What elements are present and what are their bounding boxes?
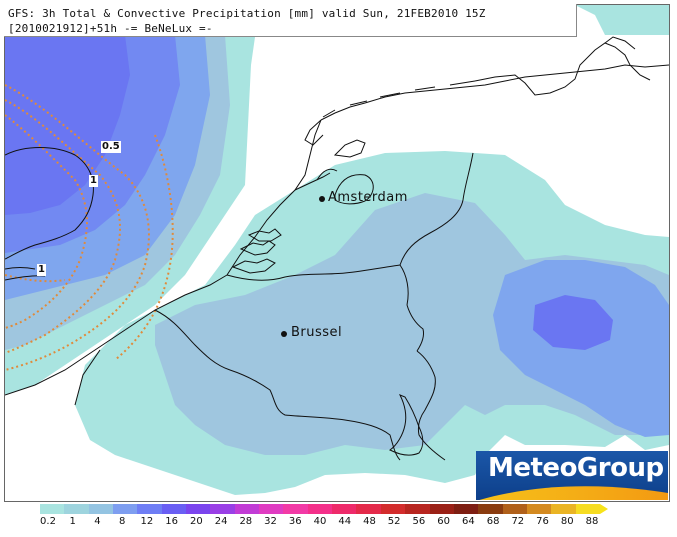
legend-swatch xyxy=(210,504,235,514)
legend-label: 60 xyxy=(437,516,450,527)
map-panel: Amsterdam Brussel 0.5 1 1 xyxy=(4,4,670,502)
legend-swatch xyxy=(405,504,430,514)
legend-swatch xyxy=(356,504,381,514)
map-header: GFS: 3h Total & Convective Precipitation… xyxy=(4,4,577,37)
logo-text: MeteoGroup xyxy=(488,453,664,483)
amsterdam-marker xyxy=(319,196,325,202)
legend-swatch xyxy=(429,504,454,514)
precipitation-legend-bar xyxy=(40,504,600,514)
brussel-marker xyxy=(281,331,287,337)
legend-label: 24 xyxy=(214,516,228,527)
legend-swatch xyxy=(551,504,576,514)
legend-label: 12 xyxy=(140,516,154,527)
legend-label: 56 xyxy=(412,516,426,527)
legend-label: 28 xyxy=(239,516,253,527)
legend-label: 64 xyxy=(461,516,475,527)
precip-area-8-east xyxy=(533,295,613,350)
precipitation-map xyxy=(5,5,669,495)
legend-label: 20 xyxy=(189,516,203,527)
legend-swatch xyxy=(88,504,114,514)
legend-label: 44 xyxy=(338,516,352,527)
logo-swoosh-icon xyxy=(479,486,668,500)
convective-contours xyxy=(5,84,174,371)
legend-label: 36 xyxy=(288,516,302,527)
legend-label: 16 xyxy=(165,516,178,527)
legend-swatch xyxy=(453,504,479,514)
legend-swatch xyxy=(478,504,503,514)
legend-swatch xyxy=(259,504,284,514)
legend-label: 32 xyxy=(264,516,277,527)
precip-area-8 xyxy=(5,35,130,215)
contour-label-1-b: 1 xyxy=(37,264,46,276)
meteogroup-logo: MeteoGroup xyxy=(476,451,668,500)
legend-swatch xyxy=(502,504,527,514)
precipitation-legend-labels: 0.2 1 4 8 12 16 20 24 28 32 36 40 44 48 52 56 60 64 68 72 76… xyxy=(40,516,600,528)
contour-label-0-5: 0.5 xyxy=(101,141,121,153)
legend-swatch xyxy=(307,504,333,514)
legend-label: 52 xyxy=(387,516,401,527)
legend-swatch xyxy=(380,504,406,514)
legend-label: 76 xyxy=(536,516,549,527)
legend-swatch xyxy=(113,504,138,514)
precip-area-1 xyxy=(155,193,669,455)
legend-label: 68 xyxy=(486,516,500,527)
legend-swatch xyxy=(332,504,357,514)
legend-swatch xyxy=(161,504,187,514)
legend-swatch xyxy=(575,504,600,514)
legend-label: 72 xyxy=(511,516,525,527)
contour-label-1-a: 1 xyxy=(89,175,98,187)
city-label-amsterdam: Amsterdam xyxy=(328,190,408,205)
legend-swatch xyxy=(283,504,308,514)
legend-swatch xyxy=(186,504,211,514)
map-title: GFS: 3h Total & Convective Precipitation… xyxy=(8,7,486,20)
legend-swatch xyxy=(137,504,162,514)
coastlines-and-borders xyxy=(5,36,669,461)
legend-label: 1 xyxy=(69,516,76,527)
legend-swatch xyxy=(64,504,89,514)
legend-label: 80 xyxy=(560,516,574,527)
legend-label: 88 xyxy=(585,516,599,527)
map-subtitle: [2010021912]+51h -= BeNeLux =- xyxy=(8,22,213,35)
legend-swatch xyxy=(40,504,65,514)
legend-arrow-icon xyxy=(600,504,608,514)
legend-swatch xyxy=(526,504,552,514)
legend-label: 0.2 xyxy=(40,516,56,527)
legend-swatch xyxy=(234,504,260,514)
legend-label: 8 xyxy=(118,516,126,527)
legend-label: 4 xyxy=(94,516,101,527)
city-label-brussel: Brussel xyxy=(291,325,343,340)
legend-label: 40 xyxy=(313,516,327,527)
legend-label: 48 xyxy=(363,516,376,527)
